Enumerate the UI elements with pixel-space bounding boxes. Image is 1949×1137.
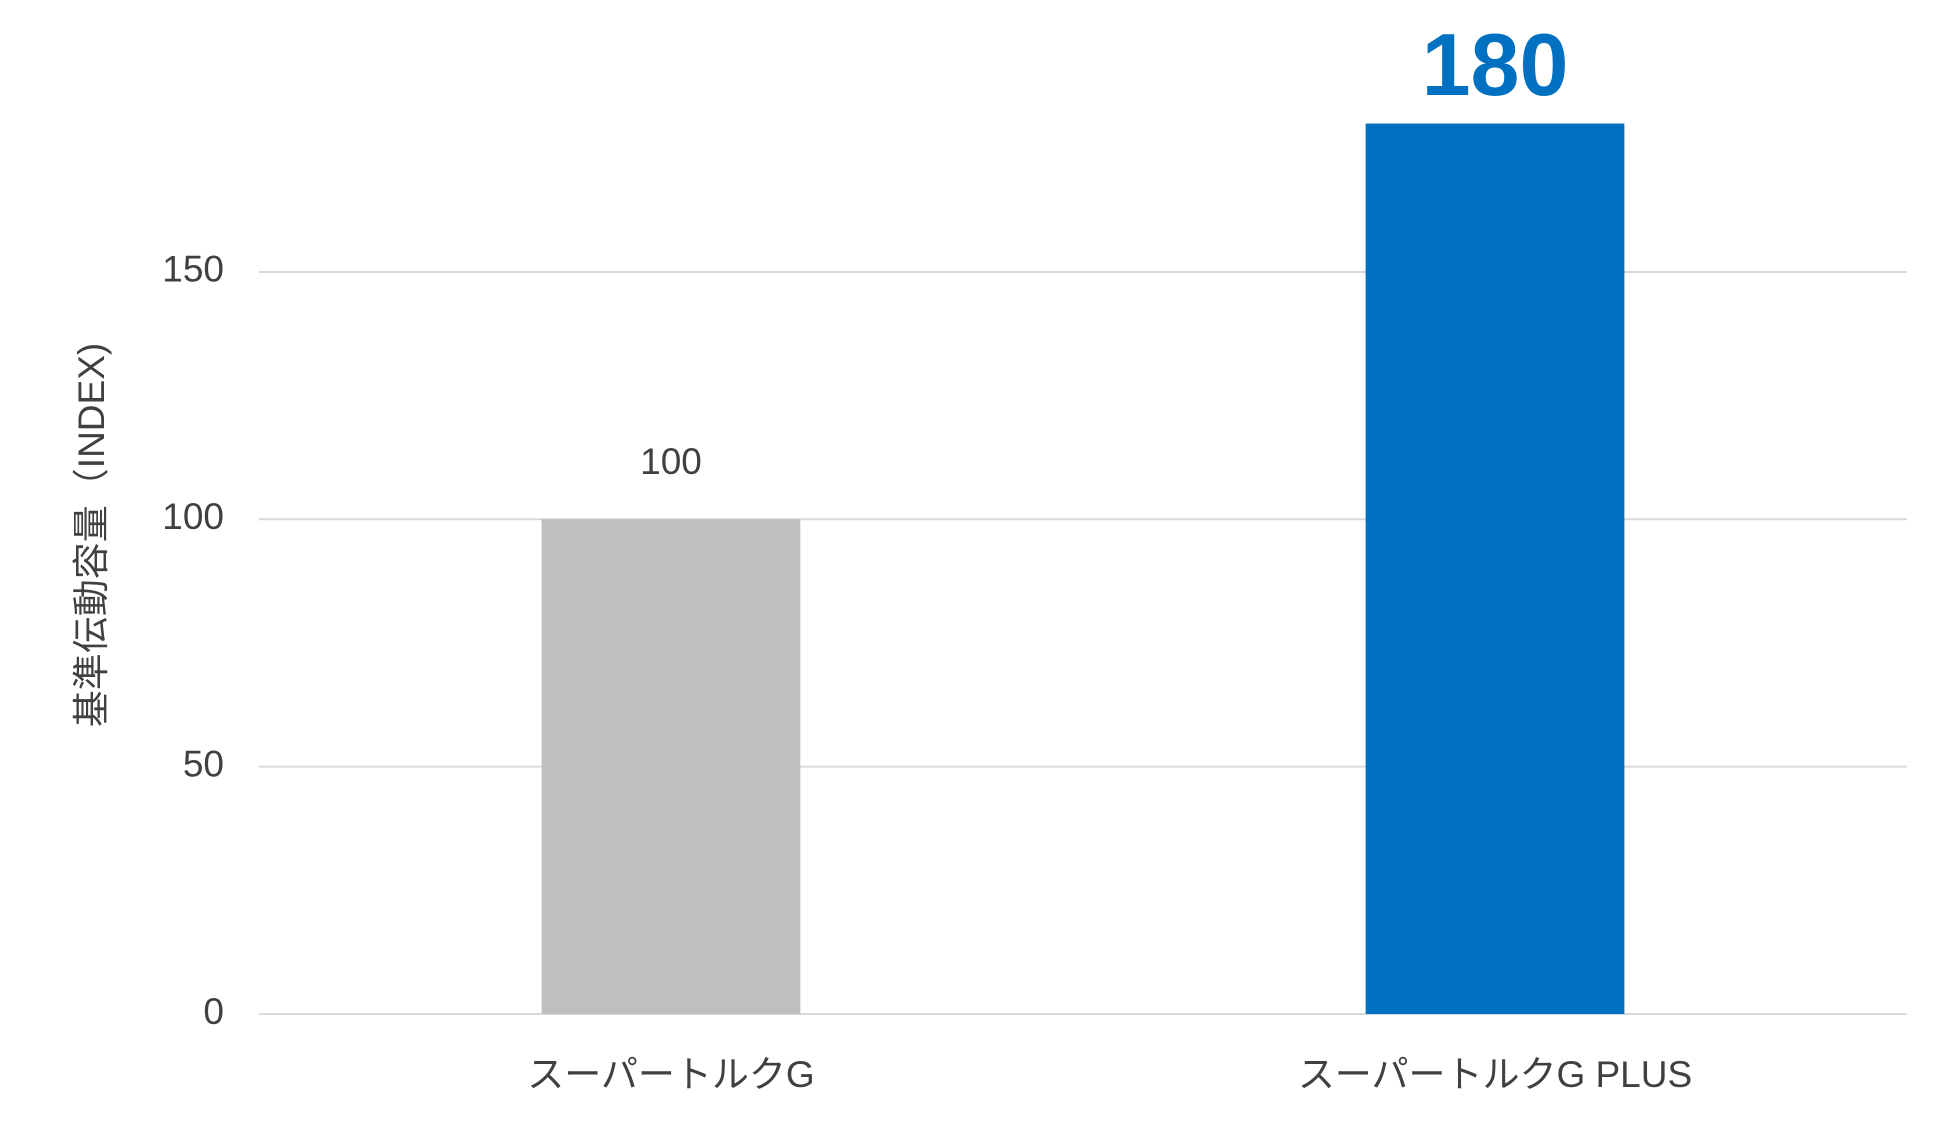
y-tick-label: 100 (162, 496, 224, 537)
x-tick-label: スーパートルクG PLUS (1298, 1054, 1692, 1095)
y-tick-label: 150 (162, 249, 224, 290)
x-tick-label: スーパートルクG (527, 1054, 814, 1095)
bar (541, 519, 801, 1014)
y-tick-label: 0 (203, 991, 224, 1032)
y-axis-title: 基準伝動容量（INDEX) (71, 343, 112, 727)
value-label: 180 (1422, 15, 1569, 114)
value-label: 100 (640, 441, 702, 482)
bar (1365, 123, 1625, 1015)
y-tick-label: 50 (183, 743, 224, 784)
